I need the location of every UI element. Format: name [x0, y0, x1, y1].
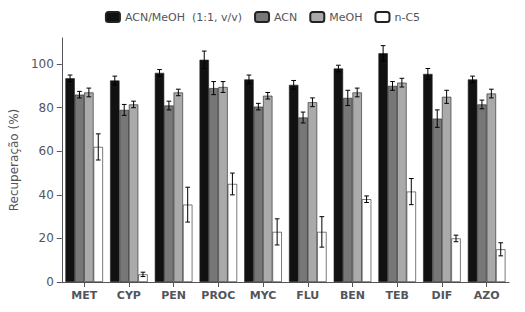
svg-text:CYP: CYP: [117, 289, 141, 302]
svg-text:DIF: DIF: [432, 289, 453, 302]
svg-text:AZO: AZO: [474, 289, 500, 302]
svg-text:60: 60: [39, 144, 54, 158]
svg-text:PEN: PEN: [161, 289, 186, 302]
svg-text:20: 20: [39, 231, 54, 245]
svg-text:0: 0: [46, 275, 54, 289]
svg-text:40: 40: [39, 188, 54, 202]
svg-text:MYC: MYC: [250, 289, 277, 302]
svg-text:Recuperação (%): Recuperação (%): [7, 109, 21, 212]
svg-text:MET: MET: [71, 289, 97, 302]
svg-text:MeOH: MeOH: [329, 11, 362, 24]
svg-text:PROC: PROC: [201, 289, 235, 302]
svg-text:ACN/MeOH (1:1, v/v): ACN/MeOH (1:1, v/v): [125, 11, 242, 24]
svg-text:ACN: ACN: [274, 11, 297, 24]
svg-text:FLU: FLU: [296, 289, 319, 302]
svg-text:100: 100: [31, 57, 54, 71]
svg-text:n-C5: n-C5: [394, 11, 420, 24]
svg-text:80: 80: [39, 101, 54, 115]
svg-text:BEN: BEN: [340, 289, 365, 302]
svg-text:TEB: TEB: [385, 289, 408, 302]
